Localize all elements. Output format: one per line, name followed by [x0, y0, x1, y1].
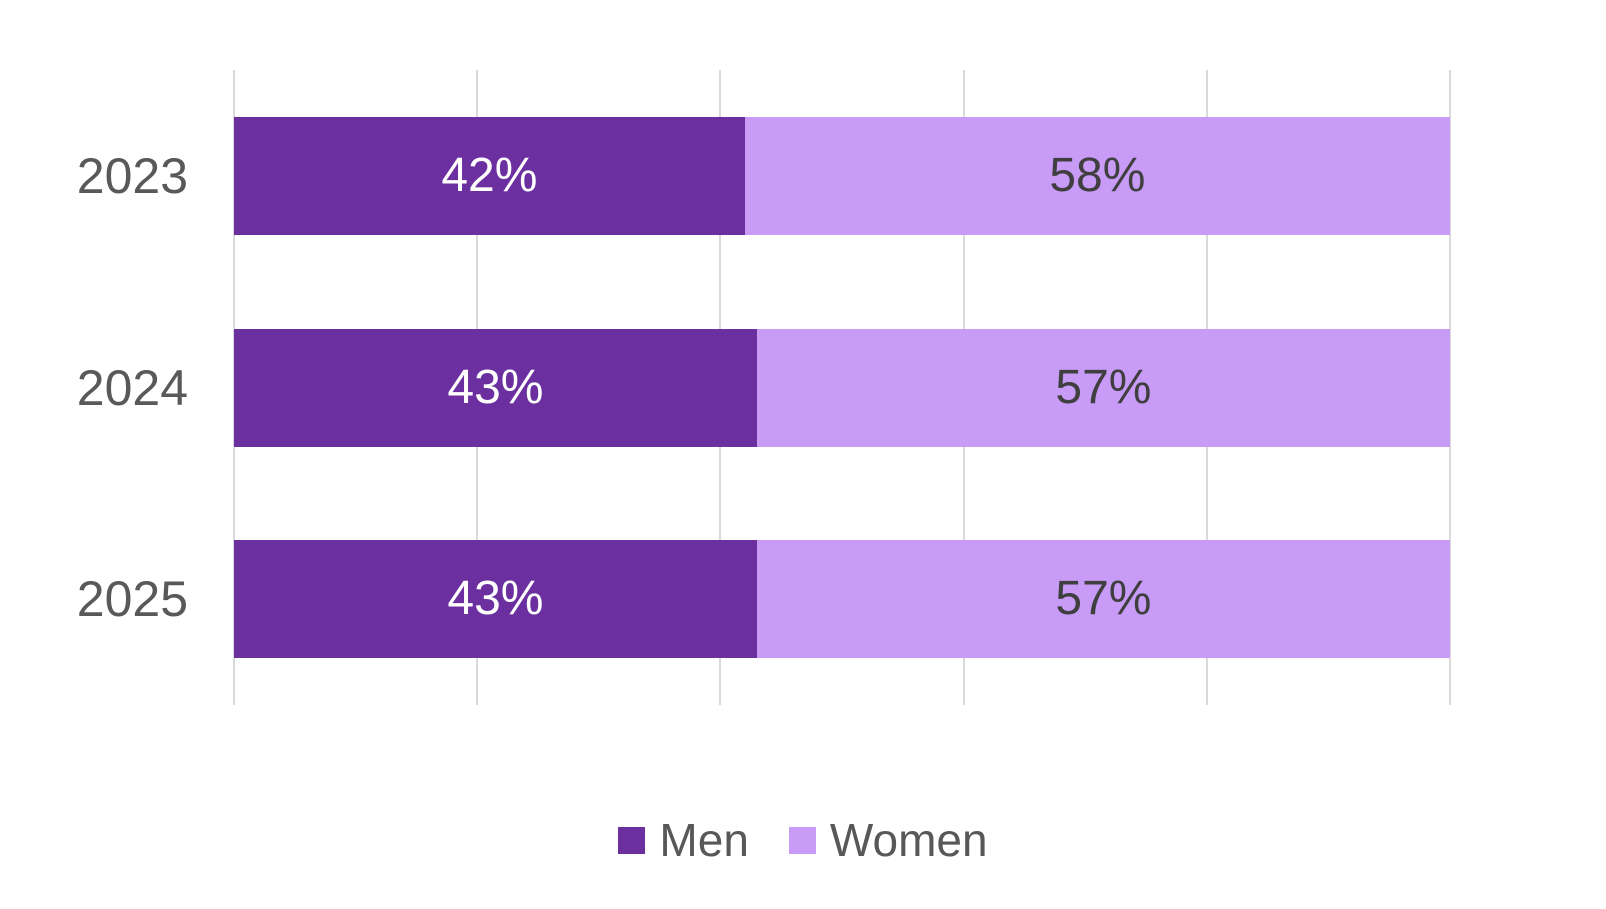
- bar-segment-women-2023: 58%: [744, 116, 1450, 235]
- legend-item-men: Men: [618, 814, 749, 866]
- bar-rows: 2023 42% 58% 2024 43% 57%: [0, 70, 1450, 705]
- row-2024: 2024 43% 57%: [0, 282, 1450, 494]
- category-label-2023: 2023: [76, 147, 188, 204]
- data-label-women-2024: 57%: [1055, 360, 1152, 414]
- stacked-bar-2024: 43% 57%: [234, 328, 1450, 447]
- stacked-bar-2025: 43% 57%: [234, 540, 1450, 659]
- legend-item-women: Women: [788, 814, 988, 866]
- bar-segment-women-2024: 57%: [756, 328, 1450, 447]
- bar-segment-men-2025: 43%: [234, 540, 757, 659]
- data-label-men-2025: 43%: [447, 572, 544, 626]
- legend-label-women: Women: [829, 814, 988, 866]
- row-2023: 2023 42% 58%: [0, 70, 1450, 282]
- data-label-men-2023: 42%: [441, 148, 538, 202]
- data-label-men-2024: 43%: [447, 360, 544, 414]
- category-label-2025: 2025: [76, 571, 188, 628]
- bar-segment-men-2024: 43%: [234, 328, 757, 447]
- data-label-women-2023: 58%: [1049, 148, 1146, 202]
- legend-swatch-men-icon: [618, 826, 646, 854]
- legend-swatch-women-icon: [788, 826, 816, 854]
- bar-segment-men-2023: 42%: [234, 116, 745, 235]
- gridline-100pct: [1449, 70, 1451, 705]
- bar-segment-women-2025: 57%: [756, 540, 1450, 659]
- row-2025: 2025 43% 57%: [0, 493, 1450, 705]
- category-label-2024: 2024: [76, 359, 188, 416]
- legend: Men Women: [0, 813, 1606, 867]
- data-label-women-2025: 57%: [1055, 572, 1152, 626]
- legend-label-men: Men: [659, 814, 749, 866]
- stacked-bar-2023: 42% 58%: [234, 116, 1450, 235]
